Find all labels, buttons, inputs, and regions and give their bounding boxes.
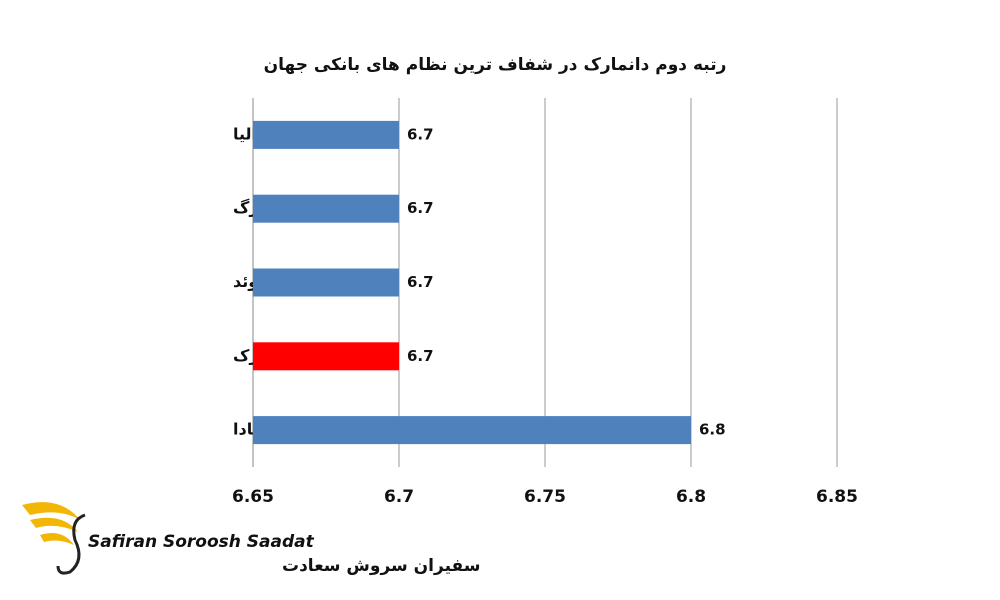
bar — [253, 120, 399, 149]
logo-persian: سفیران سروش سعادت — [282, 556, 480, 576]
value-label: 6.8 — [699, 421, 726, 439]
bar — [253, 342, 399, 371]
value-label: 6.7 — [407, 273, 434, 291]
chart-title: رتبه دوم دانمارک در شفاف ترین نظام های ب… — [264, 55, 727, 75]
x-tick-label: 6.85 — [816, 487, 858, 507]
logo: Safiran Soroosh Saadat سفیران سروش سعادت — [22, 502, 480, 576]
bar — [253, 268, 399, 297]
value-label: 6.7 — [407, 199, 434, 217]
x-tick-label: 6.75 — [524, 487, 566, 507]
x-tick-label: 6.65 — [232, 487, 274, 507]
x-tick-label: 6.8 — [676, 487, 706, 507]
value-label: 6.7 — [407, 125, 434, 143]
value-label: 6.7 — [407, 347, 434, 365]
x-tick-label: 6.7 — [384, 487, 414, 507]
bar — [253, 194, 399, 223]
logo-swan — [56, 513, 86, 575]
bar — [253, 416, 691, 445]
logo-latin: Safiran Soroosh Saadat — [88, 532, 315, 552]
logo-wings — [22, 502, 80, 545]
